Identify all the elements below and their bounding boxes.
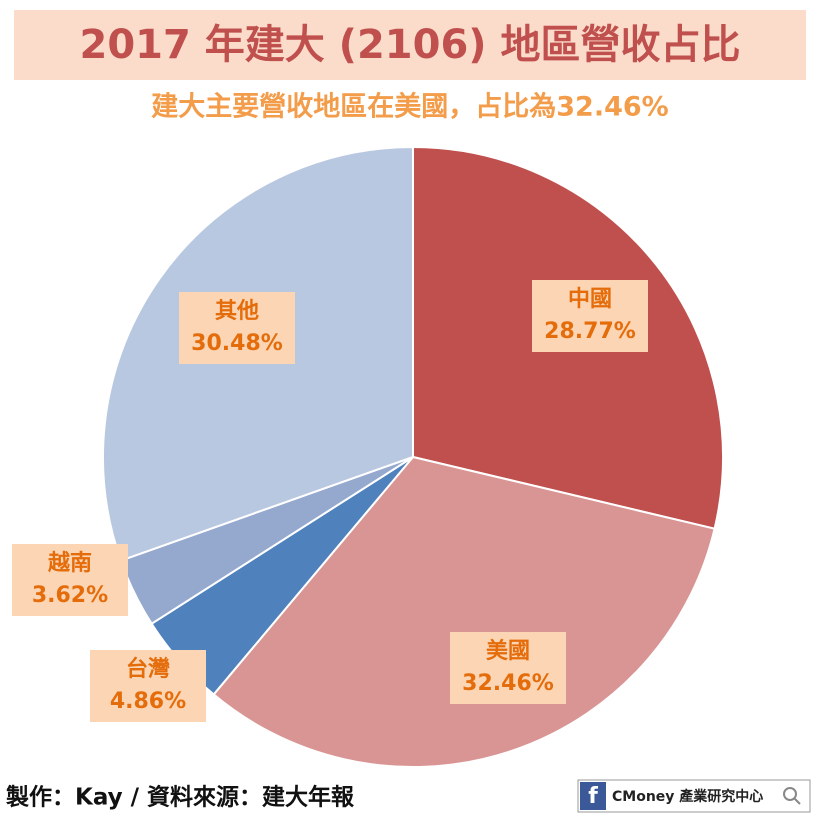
footer-credit: 製作：Kay / 資料來源：建大年報 xyxy=(5,784,355,811)
label-value: 32.46% xyxy=(462,671,554,696)
label-box xyxy=(532,280,648,352)
logo-icon: f xyxy=(588,784,598,809)
label-category: 其他 xyxy=(215,299,259,324)
logo: f CMoney 產業研究中心 xyxy=(577,779,811,813)
label-category: 台灣 xyxy=(126,656,170,682)
label-box xyxy=(450,632,566,704)
chart-subtitle: 建大主要營收地區在美國，占比為32.46% xyxy=(151,91,668,123)
label-value: 4.86% xyxy=(110,689,186,714)
search-icon xyxy=(783,787,797,801)
label-value: 3.62% xyxy=(32,583,108,608)
label-box xyxy=(12,544,128,616)
label-value: 28.77% xyxy=(544,319,636,344)
chart-title: 2017 年建大 (2106) 地區營收占比 xyxy=(80,22,741,68)
label-category: 越南 xyxy=(47,551,92,576)
pie-slice xyxy=(212,455,716,768)
label-box xyxy=(179,292,295,364)
search-icon-handle xyxy=(793,797,801,805)
data-labels: 中國 28.77% 美國 32.46% 台灣 4.86% 越南 3.62% 其他 30.48% xyxy=(12,280,648,722)
label-value: 30.48% xyxy=(191,331,283,356)
logo-text: CMoney 產業研究中心 xyxy=(612,788,763,805)
label-box xyxy=(90,650,206,722)
label-category: 中國 xyxy=(568,287,612,312)
logo-icon-box xyxy=(580,782,606,810)
label-category: 美國 xyxy=(486,638,530,664)
title-box xyxy=(14,10,806,80)
logo-frame xyxy=(577,779,811,813)
